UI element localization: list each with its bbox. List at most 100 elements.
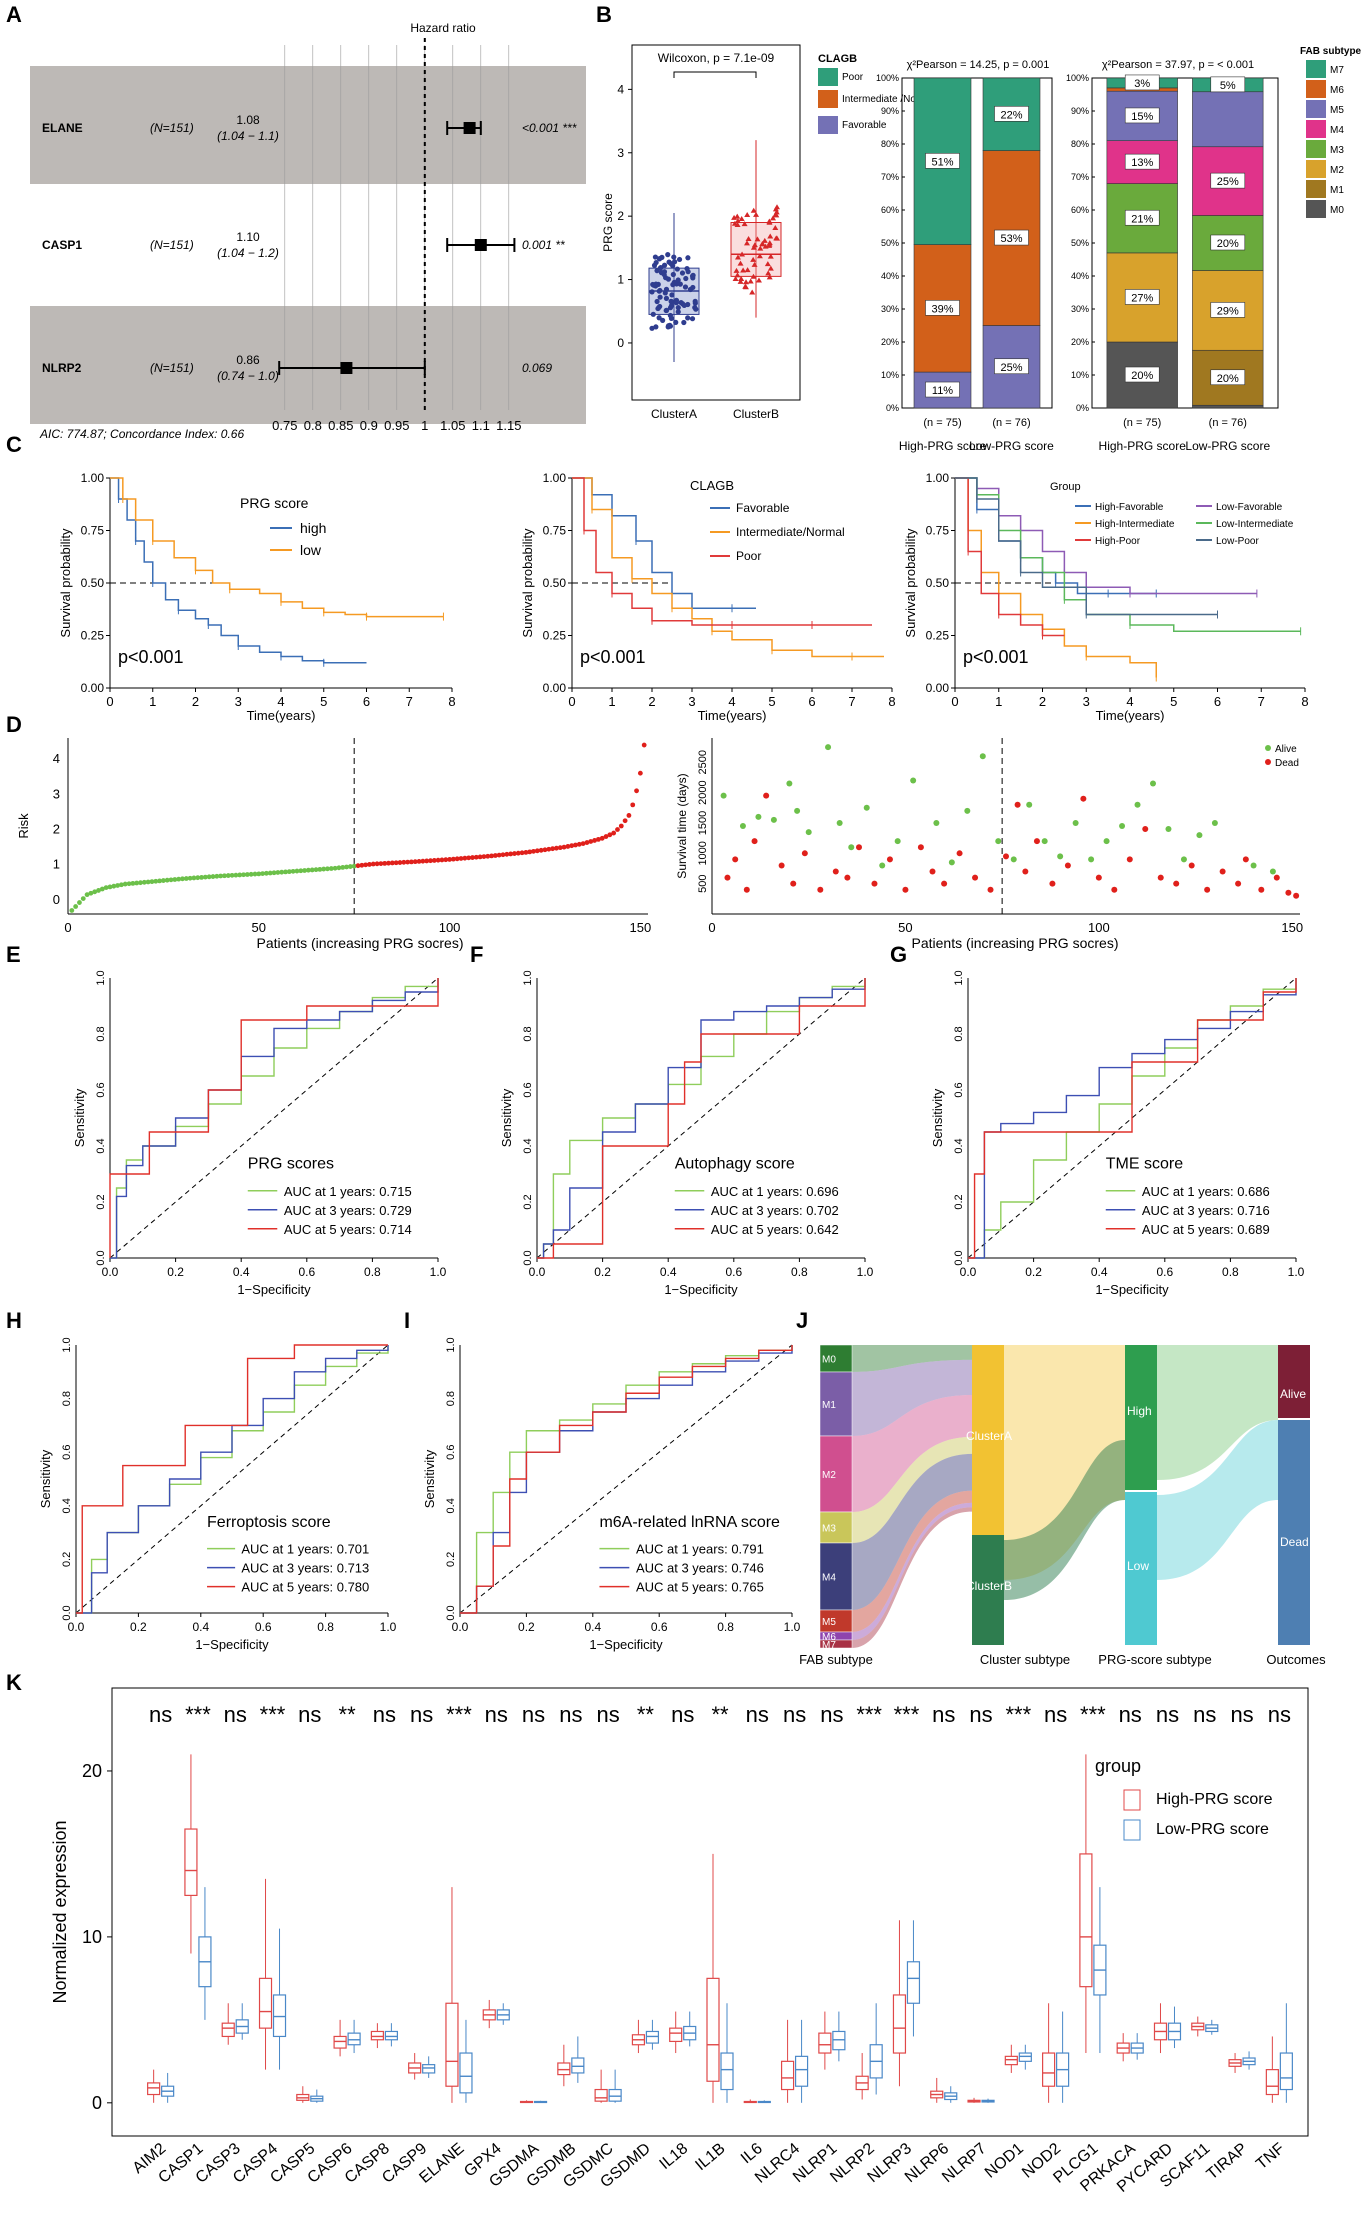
km-ytick-label: 0.00 bbox=[926, 681, 950, 695]
stack-n-label: (n = 75) bbox=[923, 417, 961, 429]
stack-ytick-label: 30% bbox=[1071, 304, 1089, 314]
d-risk-point bbox=[214, 873, 220, 879]
km-legend-label: High-Intermediate bbox=[1095, 519, 1175, 530]
stack-label-box bbox=[925, 153, 960, 169]
d-risk-point bbox=[96, 888, 101, 893]
stack-ytick-label: 30% bbox=[881, 304, 899, 314]
roc-xtick-label: 0.6 bbox=[651, 1620, 668, 1634]
stack-label-box bbox=[1124, 366, 1160, 383]
km-xtick-label: 5 bbox=[320, 694, 327, 709]
roc-xlabel: 1−Specificity bbox=[195, 1637, 269, 1652]
k-xtick-label: NOD1 bbox=[982, 2140, 1027, 2182]
stack-ytick-label: 50% bbox=[881, 238, 899, 248]
d-alive-point bbox=[964, 807, 971, 814]
d-dead-point bbox=[763, 792, 770, 799]
d-risk-point bbox=[466, 855, 472, 861]
d-dead-point bbox=[1188, 862, 1195, 869]
forest-ci-label: (1.04 − 1.1) bbox=[217, 129, 279, 143]
d-risk-point bbox=[149, 879, 155, 885]
k-box bbox=[608, 2088, 622, 2102]
clagb-legend-swatch bbox=[818, 68, 838, 86]
roc-ytick-label: 0.8 bbox=[953, 1026, 965, 1041]
d-risk-point bbox=[473, 854, 479, 860]
box-group-label: ClusterB bbox=[733, 407, 779, 421]
box-point bbox=[734, 217, 741, 223]
d-risk-point bbox=[271, 870, 277, 876]
sankey-flow bbox=[1004, 1345, 1125, 1580]
sankey-node-label: High bbox=[1127, 1404, 1152, 1418]
sankey-node-label: M0 bbox=[822, 1355, 836, 1366]
k-box bbox=[1079, 1853, 1093, 1988]
d-risk-point bbox=[462, 855, 468, 861]
km-ytick-label: 0.75 bbox=[543, 524, 567, 538]
k-box bbox=[818, 2032, 832, 2054]
box-point bbox=[772, 224, 779, 230]
box-point bbox=[673, 300, 679, 306]
k-significance: ns bbox=[1044, 1702, 1067, 1727]
box-point bbox=[661, 262, 668, 268]
stack-value-label: 39% bbox=[931, 303, 953, 315]
d-risk-point bbox=[527, 849, 533, 855]
km-ytick-label: 1.00 bbox=[81, 471, 105, 485]
box-point bbox=[684, 266, 690, 272]
k-box bbox=[422, 2064, 436, 2074]
stack-label-box bbox=[994, 229, 1029, 246]
km-curve bbox=[955, 477, 1157, 678]
d-risk-point bbox=[241, 872, 246, 878]
box-point bbox=[674, 266, 680, 272]
forest-hr-point bbox=[463, 122, 476, 134]
d-risk-point bbox=[538, 847, 544, 853]
roc-xlabel: 1−Specificity bbox=[589, 1637, 663, 1652]
km-legend-title: PRG score bbox=[240, 495, 309, 511]
d-risk-point bbox=[378, 861, 384, 866]
box-point bbox=[665, 252, 671, 258]
d-risk-point bbox=[603, 834, 609, 839]
km-xtick-label: 7 bbox=[406, 694, 413, 709]
k-legend-swatch bbox=[1123, 1789, 1141, 1811]
k-significance: *** bbox=[446, 1702, 472, 1727]
k-significance: *** bbox=[260, 1702, 286, 1727]
d-dead-point bbox=[956, 850, 963, 857]
d-dead-point bbox=[1022, 868, 1029, 875]
d-risk-point bbox=[138, 880, 143, 886]
km-ytick-label: 0.50 bbox=[926, 576, 950, 590]
stack-value-label: 13% bbox=[1131, 157, 1153, 169]
roc-legend-label: AUC at 5 years: 0.689 bbox=[1142, 1222, 1270, 1237]
d-risk-point bbox=[286, 869, 292, 875]
box-point bbox=[685, 255, 691, 261]
box-point bbox=[740, 267, 747, 273]
km-xtick-label: 8 bbox=[888, 694, 895, 709]
roc-ylabel: Sensitivity bbox=[499, 1088, 514, 1147]
box-point bbox=[757, 245, 764, 251]
d-risk-point bbox=[309, 867, 315, 873]
d-dead-point bbox=[987, 886, 994, 893]
k-significance: ns bbox=[522, 1702, 545, 1727]
d-risk-point bbox=[439, 857, 445, 863]
d-risk-point bbox=[347, 864, 353, 869]
d-alive-point bbox=[794, 807, 801, 814]
sankey-node-label: ClusterA bbox=[966, 1429, 1012, 1443]
d-xtick-label: 150 bbox=[1281, 920, 1303, 935]
roc-ytick-label: 0.6 bbox=[95, 1082, 107, 1097]
forest-tick-label: 0.9 bbox=[360, 418, 378, 433]
d-risk-point bbox=[172, 877, 178, 882]
km-curve bbox=[955, 477, 1065, 637]
d-alive-point bbox=[1180, 856, 1187, 863]
roc-curve bbox=[537, 978, 866, 1259]
km-prg-score: 0 1 2 3 4 5 6 7 8 0.00 0.25 0.50 0.75 1.00 Time(years)… bbox=[58, 471, 456, 723]
box-point bbox=[732, 276, 739, 282]
k-box bbox=[370, 2030, 384, 2041]
k-box bbox=[384, 2030, 398, 2041]
stack-label-box bbox=[1210, 76, 1246, 93]
box-point bbox=[766, 242, 773, 248]
d-risk-point bbox=[264, 870, 269, 876]
d-dead-point bbox=[1258, 886, 1265, 893]
k-box bbox=[906, 1961, 921, 2004]
box-ytick-label: 1 bbox=[617, 273, 624, 287]
d-alive-point bbox=[1165, 826, 1172, 833]
k-box bbox=[794, 2055, 809, 2087]
k-frame bbox=[111, 1687, 1309, 2137]
box-point bbox=[656, 304, 662, 311]
km-legend-label: low bbox=[300, 542, 322, 558]
